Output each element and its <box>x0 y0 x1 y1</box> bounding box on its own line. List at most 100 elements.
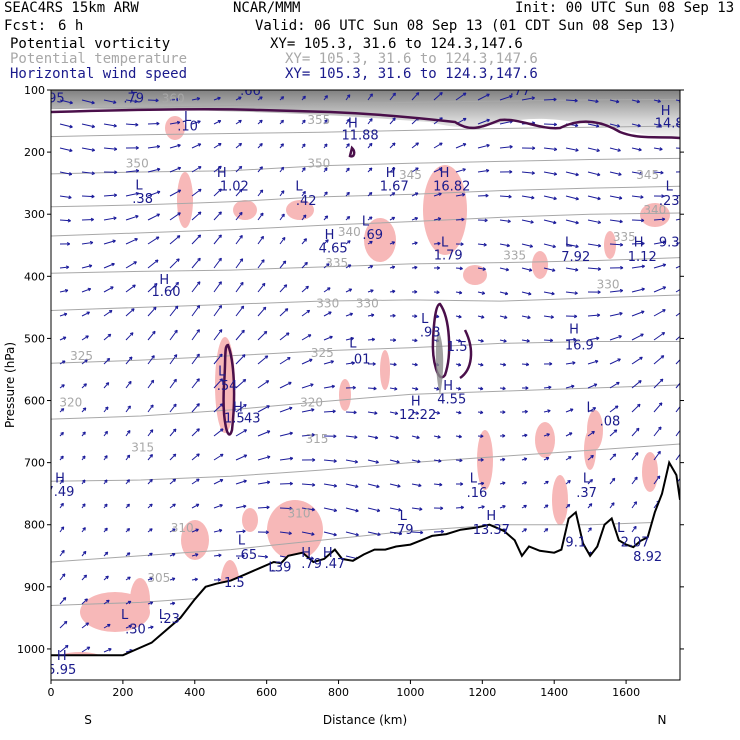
wind-vector-head <box>331 384 335 389</box>
wind-vector-head <box>657 450 661 455</box>
wind-vector-head <box>440 529 445 534</box>
wind-vector-head <box>369 118 373 122</box>
wind-vector-head <box>197 120 201 124</box>
wind-vector <box>609 453 617 461</box>
wind-vector <box>499 267 509 271</box>
wind-vector <box>169 121 181 125</box>
wind-vector <box>367 411 378 414</box>
wind-vector-head <box>415 142 419 146</box>
wind-vector-head <box>369 93 373 97</box>
wind-vector-head <box>414 387 419 391</box>
wind-vector-head <box>324 95 328 99</box>
pv-extremum-label: H <box>301 546 311 561</box>
pv-extremum-label: .10 <box>177 119 198 134</box>
wind-vector-head <box>280 166 285 171</box>
wind-vector-head <box>174 305 179 310</box>
wind-vector <box>213 97 221 101</box>
wind-vector <box>433 193 442 197</box>
wind-vector <box>103 286 114 293</box>
wind-vector-head <box>568 456 572 460</box>
wind-vector <box>675 123 680 126</box>
wind-vector-head <box>69 100 73 105</box>
wind-vector-head <box>566 503 571 508</box>
wind-vector <box>191 378 200 389</box>
wind-vector-head <box>545 480 549 485</box>
wind-vector-head <box>415 411 419 415</box>
wind-vector <box>59 99 73 104</box>
wind-vector <box>125 430 131 437</box>
wind-vector <box>631 195 644 198</box>
pv-extremum-label: 43 <box>244 411 261 426</box>
wind-vector <box>411 507 423 510</box>
wind-vector <box>389 387 398 390</box>
pv-extremum-label: 5.95 <box>47 663 76 678</box>
wind-vector-head <box>438 192 442 197</box>
wind-vector-head <box>618 196 623 200</box>
wind-vector-head <box>414 362 418 367</box>
wind-vector-head <box>218 211 222 215</box>
wind-vector <box>565 362 576 365</box>
wind-vector-head <box>414 241 418 246</box>
wind-vector-head <box>238 188 243 193</box>
wind-vector-head <box>437 435 441 439</box>
wind-vector-head <box>328 311 332 315</box>
wind-vector-head <box>480 458 484 462</box>
wind-vector-head <box>346 191 350 196</box>
wind-vector-head <box>306 309 311 314</box>
wind-vector <box>191 403 200 413</box>
wind-vector <box>257 283 266 293</box>
wind-vector <box>213 554 222 557</box>
wind-vector <box>587 99 599 103</box>
wind-vector-head <box>156 190 161 195</box>
wind-vector <box>279 213 285 221</box>
wind-vector-head <box>619 242 624 247</box>
wind-vector-head <box>574 291 578 295</box>
wind-vector <box>191 281 201 293</box>
wind-vector-head <box>439 92 443 96</box>
pv-extremum-label: .93 <box>420 326 441 341</box>
wind-vector-head <box>218 281 222 285</box>
wind-vector-head <box>82 479 86 483</box>
wind-vector-head <box>620 265 624 270</box>
wind-vector-head <box>114 170 118 175</box>
wind-vector-head <box>149 503 153 508</box>
wind-vector-head <box>347 264 352 268</box>
wind-vector-head <box>62 360 66 364</box>
wind-vector <box>411 167 419 173</box>
plot-frame <box>50 89 681 681</box>
wind-vector-head <box>638 147 642 152</box>
wind-vector-head <box>662 263 667 267</box>
y-tick-label: 200 <box>24 146 45 159</box>
wind-vector-head <box>218 528 223 533</box>
wind-vector-head <box>198 166 202 170</box>
wind-vector <box>367 459 379 464</box>
wind-vector <box>81 123 95 128</box>
wind-vector <box>59 289 69 293</box>
wind-vector <box>279 190 285 197</box>
wind-vector <box>257 481 270 485</box>
wind-vector <box>279 432 293 437</box>
pv-extremum-label: .66 <box>240 84 261 99</box>
wind-vector-head <box>480 481 485 486</box>
pv-extremum-label: H <box>386 166 396 181</box>
wind-vector-head <box>502 386 506 391</box>
wind-vector-head <box>171 601 176 606</box>
wind-vector-head <box>243 479 247 484</box>
wind-vector-head <box>572 361 576 365</box>
wind-vector-head <box>658 402 663 406</box>
wind-vector-head <box>177 189 182 193</box>
wind-vector <box>235 505 247 509</box>
wind-vector-head <box>310 383 314 387</box>
pv-extremum-label: .54 <box>217 379 238 394</box>
x-tick-label: 1600 <box>612 686 640 699</box>
wind-vector-head <box>417 459 421 464</box>
wind-vector-head <box>590 454 594 459</box>
wind-vector-head <box>112 239 116 244</box>
wind-vector-head <box>156 144 161 149</box>
wind-vector-head <box>155 98 159 103</box>
wind-vector-head <box>397 484 401 488</box>
theta-contour-325 <box>51 341 680 364</box>
wind-vector-head <box>392 313 396 318</box>
wind-vector-head <box>661 217 666 222</box>
